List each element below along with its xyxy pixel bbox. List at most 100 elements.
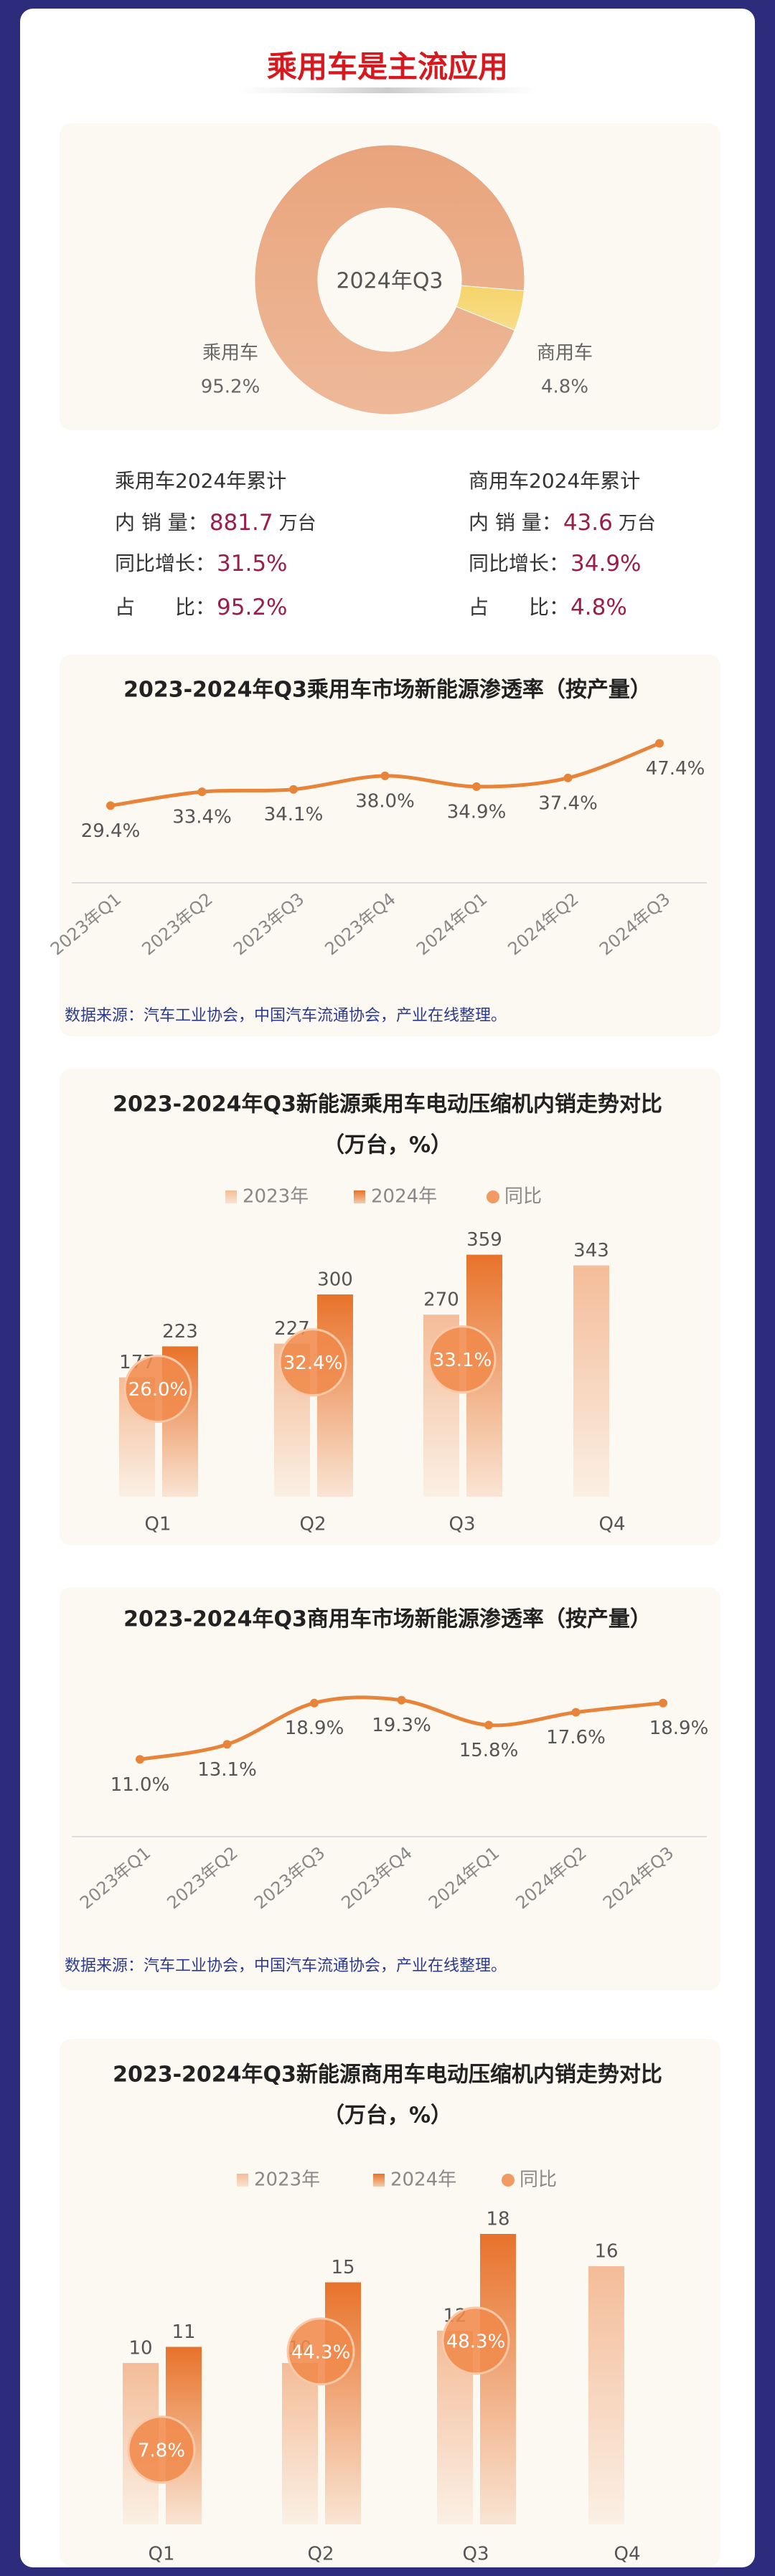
yoy-bubble xyxy=(123,1355,192,1424)
x-tick-label: Q3 xyxy=(448,1514,475,1535)
legend-swatch xyxy=(354,1190,365,1203)
yoy-label: 7.8% xyxy=(138,2440,185,2461)
data-label: 17.6% xyxy=(546,1727,606,1748)
chart-subtitle: （万台，%） xyxy=(323,1133,452,1158)
chart-title: 2023-2024年Q3商用车市场新能源渗透率（按产量） xyxy=(123,1607,652,1632)
point xyxy=(484,1720,493,1730)
point xyxy=(310,1698,319,1708)
stats-row: 内 销 量：881.7 万台 xyxy=(115,510,316,536)
yoy-label: 32.4% xyxy=(283,1353,343,1374)
yoy-label: 44.3% xyxy=(291,2341,351,2363)
data-label: 270 xyxy=(423,1289,459,1311)
source-note: 数据来源：汽车工业协会，中国汽车流通协会，产业在线整理。 xyxy=(65,1957,507,1975)
legend-swatch xyxy=(373,2174,385,2187)
bar xyxy=(325,2282,361,2524)
data-label: 300 xyxy=(317,1269,353,1291)
section-panel xyxy=(60,655,720,1036)
pie-value-label: 4.8% xyxy=(541,377,588,398)
data-label: 29.4% xyxy=(81,820,141,842)
chart-title: 2023-2024年Q3乘用车市场新能源渗透率（按产量） xyxy=(123,678,652,703)
yoy-label: 26.0% xyxy=(128,1379,188,1401)
legend-label: 2023年 xyxy=(254,2169,320,2191)
point xyxy=(197,787,207,797)
point xyxy=(472,782,481,791)
stats-row: 占 比：95.2% xyxy=(115,595,288,620)
stats-row: 占 比：4.8% xyxy=(469,595,627,620)
data-label: 223 xyxy=(162,1321,198,1343)
point xyxy=(659,1698,667,1708)
point xyxy=(397,1695,406,1705)
section-panel xyxy=(60,1587,720,1990)
pie-slice xyxy=(254,144,525,415)
x-tick-label: Q1 xyxy=(148,2544,174,2565)
x-tick-label: Q2 xyxy=(299,1514,326,1535)
x-tick-label: Q4 xyxy=(598,1514,625,1535)
legend-label: 同比 xyxy=(504,1186,542,1208)
data-label: 18.9% xyxy=(649,1718,709,1739)
chart-title: 2023-2024年Q3新能源商用车电动压缩机内销走势对比 xyxy=(113,2063,662,2088)
data-label: 13.1% xyxy=(197,1759,257,1781)
legend-swatch xyxy=(225,1190,237,1203)
pie-value-label: 95.2% xyxy=(201,377,260,398)
pie-slice xyxy=(456,285,525,331)
pie-label: 商用车 xyxy=(537,343,593,364)
pie-label: 乘用车 xyxy=(202,343,258,364)
point xyxy=(289,785,298,794)
stats-unit: 万台 xyxy=(279,513,316,534)
chart-subtitle: （万台，%） xyxy=(323,2103,452,2128)
data-label: 10 xyxy=(128,2338,152,2359)
data-label: 19.3% xyxy=(372,1715,431,1736)
yoy-label: 48.3% xyxy=(446,2331,506,2352)
data-label: 15 xyxy=(331,2257,354,2278)
stats-title: 商用车2024年累计 xyxy=(469,469,640,493)
x-tick-label: Q1 xyxy=(144,1514,171,1535)
stats-label: 同比增长： xyxy=(115,551,215,575)
stats-label: 内 销 量： xyxy=(469,511,562,534)
section-panel xyxy=(60,2039,720,2566)
x-tick-label: Q4 xyxy=(614,2544,640,2565)
data-label: 33.4% xyxy=(172,807,232,828)
yoy-bubble xyxy=(278,1328,347,1397)
chart-title: 2023-2024年Q3新能源乘用车电动压缩机内销走势对比 xyxy=(113,1092,662,1117)
data-label: 11 xyxy=(172,2321,195,2343)
bar xyxy=(573,1265,609,1497)
yoy-bubble xyxy=(428,1325,497,1394)
stats-row: 同比增长：34.9% xyxy=(469,551,642,577)
yoy-bubble xyxy=(127,2415,196,2484)
data-label: 15.8% xyxy=(459,1740,519,1761)
point xyxy=(571,1708,581,1717)
stats-label: 内 销 量： xyxy=(115,511,208,534)
source-note: 数据来源：汽车工业协会，中国汽车流通协会，产业在线整理。 xyxy=(65,1007,507,1025)
stats-value: 4.8% xyxy=(570,595,627,620)
stats-row: 内 销 量：43.6 万台 xyxy=(469,510,656,536)
bar xyxy=(282,2363,318,2524)
yoy-bubble xyxy=(441,2306,510,2375)
data-label: 18 xyxy=(486,2209,509,2230)
x-tick-label: Q2 xyxy=(307,2544,334,2565)
stats-unit: 万台 xyxy=(619,513,656,534)
legend-label: 2023年 xyxy=(243,1186,309,1208)
point xyxy=(563,773,573,782)
stats-label: 占 比： xyxy=(469,595,569,619)
stats-value: 43.6 xyxy=(563,510,613,536)
legend-swatch xyxy=(237,2174,248,2187)
data-label: 16 xyxy=(594,2241,618,2263)
data-label: 47.4% xyxy=(646,758,705,780)
stats-label: 占 比： xyxy=(115,595,215,619)
yoy-label: 33.1% xyxy=(433,1350,492,1371)
pie-center-label: 2024年Q3 xyxy=(336,269,443,294)
section-panel xyxy=(60,123,720,430)
point xyxy=(136,1755,144,1764)
data-label: 37.4% xyxy=(538,792,598,814)
yoy-bubble xyxy=(286,2317,355,2386)
point xyxy=(106,801,115,810)
point xyxy=(222,1740,232,1749)
title-underline xyxy=(237,87,538,93)
legend-label: 2024年 xyxy=(390,2169,456,2191)
page-title: 乘用车是主流应用 xyxy=(267,49,508,85)
bar xyxy=(480,2234,516,2524)
data-label: 11.0% xyxy=(111,1774,170,1796)
data-label: 359 xyxy=(466,1229,502,1251)
